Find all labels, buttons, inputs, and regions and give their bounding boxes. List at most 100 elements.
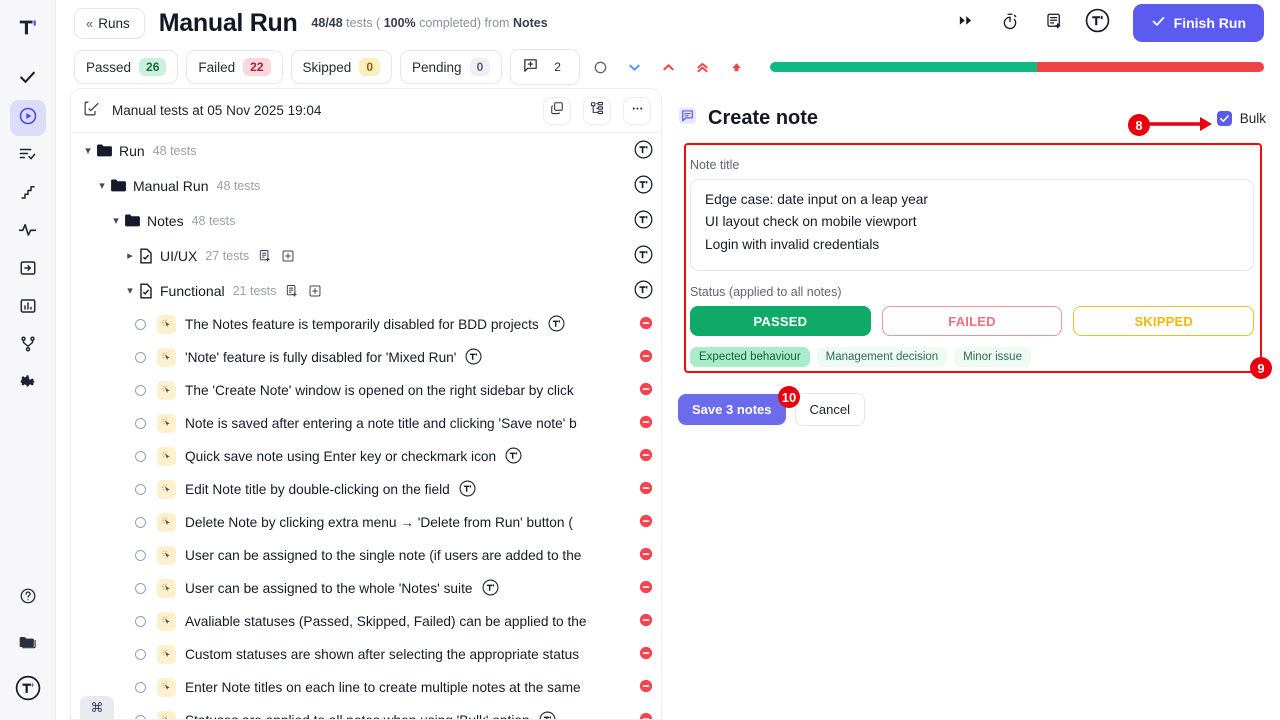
note-title-input[interactable]: Edge case: date input on a leap year UI … (690, 179, 1254, 271)
tree-view-button[interactable] (583, 96, 611, 125)
testomat-badge-icon[interactable] (634, 210, 653, 232)
remove-from-run-icon[interactable] (639, 382, 653, 399)
test-status-radio[interactable] (135, 616, 146, 627)
priority-high-icon[interactable] (690, 54, 716, 80)
sidebar-item-projects[interactable] (10, 626, 46, 662)
test-list-item[interactable]: Custom statuses are shown after selectin… (71, 638, 661, 671)
test-status-radio[interactable] (135, 385, 146, 396)
testomat-logo-icon[interactable] (8, 8, 48, 48)
tree-row-manual-run[interactable]: ▾ Manual Run 48 tests (71, 168, 661, 203)
remove-from-run-icon[interactable] (639, 613, 653, 630)
remove-from-run-icon[interactable] (639, 481, 653, 498)
add-suite-icon[interactable] (281, 249, 295, 263)
testomat-badge-icon[interactable] (465, 348, 482, 368)
bulk-toggle[interactable]: Bulk (1216, 110, 1266, 126)
remove-from-run-icon[interactable] (639, 316, 653, 333)
test-status-radio[interactable] (135, 649, 146, 660)
testomat-badge-icon[interactable] (634, 245, 653, 267)
test-list-item[interactable]: User can be assigned to the whole 'Notes… (71, 572, 661, 605)
tree-row-notes[interactable]: ▾ Notes 48 tests (71, 203, 661, 238)
test-status-radio[interactable] (135, 418, 146, 429)
testomat-badge-icon[interactable] (634, 140, 653, 162)
add-test-case-icon[interactable] (285, 284, 299, 298)
tree-row-run[interactable]: ▾ Run 48 tests (71, 133, 661, 168)
add-test-case-icon[interactable] (258, 249, 272, 263)
sidebar-item-tests[interactable] (10, 62, 46, 98)
status-button-skipped[interactable]: SKIPPED (1073, 306, 1255, 336)
test-list-item[interactable]: Avaliable statuses (Passed, Skipped, Fai… (71, 605, 661, 638)
sidebar-item-plans[interactable] (10, 138, 46, 174)
testomat-badge-icon[interactable] (505, 447, 522, 467)
tree-scroll-area[interactable]: ▾ Run 48 tests ▾ Manual Run 48 tests (71, 133, 661, 719)
testomat-badge-button[interactable] (1083, 8, 1113, 38)
filter-chip-failed[interactable]: Failed 22 (186, 50, 283, 84)
more-options-button[interactable] (623, 96, 651, 125)
chevron-down-icon[interactable]: ▾ (99, 180, 105, 192)
chevron-down-icon[interactable]: ▾ (127, 285, 133, 297)
timer-button[interactable] (995, 8, 1025, 38)
test-list-item[interactable]: Enter Note titles on each line to create… (71, 671, 661, 704)
filter-chip-passed[interactable]: Passed 26 (74, 50, 179, 84)
tag-expected-behaviour[interactable]: Expected behaviour (690, 347, 810, 367)
cancel-button[interactable]: Cancel (794, 393, 865, 426)
test-list-item[interactable]: The Notes feature is temporarily disable… (71, 308, 661, 341)
back-to-runs-button[interactable]: « Runs (74, 7, 145, 39)
status-button-passed[interactable]: PASSED (690, 306, 871, 336)
test-list-item[interactable]: Statuses are applied to all notes when u… (71, 704, 661, 719)
tree-row-functional[interactable]: ▾ Functional 21 tests (71, 273, 661, 308)
test-list-item[interactable]: User can be assigned to the single note … (71, 539, 661, 572)
command-key-badge[interactable]: ⌘ (80, 696, 114, 720)
sidebar-item-reports[interactable] (10, 290, 46, 326)
remove-from-run-icon[interactable] (639, 448, 653, 465)
test-status-radio[interactable] (135, 451, 146, 462)
status-button-failed[interactable]: FAILED (881, 306, 1063, 336)
remove-from-run-icon[interactable] (639, 712, 653, 719)
sidebar-item-runs[interactable] (9, 100, 46, 136)
save-notes-button[interactable]: Save 3 notes (678, 394, 786, 425)
test-list-item[interactable]: Edit Note title by double-clicking on th… (71, 473, 661, 506)
test-status-radio[interactable] (135, 352, 146, 363)
testomat-badge-icon[interactable] (539, 711, 556, 719)
test-status-radio[interactable] (135, 319, 146, 330)
run-next-button[interactable] (951, 8, 981, 38)
filter-chip-skipped[interactable]: Skipped 0 (290, 50, 393, 84)
test-list-item[interactable]: Note is saved after entering a note titl… (71, 407, 661, 440)
sidebar-item-settings[interactable] (10, 366, 46, 402)
test-list-item[interactable]: The 'Create Note' window is opened on th… (71, 374, 661, 407)
remove-from-run-icon[interactable] (639, 646, 653, 663)
test-status-radio[interactable] (135, 715, 146, 719)
tag-management-decision[interactable]: Management decision (816, 347, 948, 367)
tag-minor-issue[interactable]: Minor issue (954, 347, 1031, 367)
avatar[interactable] (10, 672, 46, 708)
testomat-badge-icon[interactable] (459, 480, 476, 500)
remove-from-run-icon[interactable] (639, 415, 653, 432)
filter-chip-notes[interactable]: 2 (510, 49, 580, 85)
remove-from-run-icon[interactable] (639, 514, 653, 531)
remove-from-run-icon[interactable] (639, 547, 653, 564)
remove-from-run-icon[interactable] (639, 679, 653, 696)
sidebar-item-branches[interactable] (10, 328, 46, 364)
priority-critical-icon[interactable] (724, 54, 750, 80)
priority-low-icon[interactable] (622, 54, 648, 80)
testomat-badge-icon[interactable] (634, 280, 653, 302)
testomat-badge-icon[interactable] (634, 175, 653, 197)
add-suite-icon[interactable] (308, 284, 322, 298)
testomat-badge-icon[interactable] (482, 579, 499, 599)
chevron-down-icon[interactable]: ▾ (85, 145, 91, 157)
filter-chip-pending[interactable]: Pending 0 (400, 50, 503, 84)
add-note-button[interactable] (1039, 8, 1069, 38)
chevron-down-icon[interactable]: ▾ (113, 215, 119, 227)
sidebar-item-help[interactable] (10, 580, 46, 616)
chevron-right-icon[interactable]: ▸ (127, 250, 133, 262)
test-status-radio[interactable] (135, 682, 146, 693)
duplicate-run-button[interactable] (543, 96, 571, 125)
priority-medium-icon[interactable] (656, 54, 682, 80)
tree-row-ui-ux[interactable]: ▸ UI/UX 27 tests (71, 238, 661, 273)
test-status-radio[interactable] (135, 484, 146, 495)
remove-from-run-icon[interactable] (639, 580, 653, 597)
test-list-item[interactable]: 'Note' feature is fully disabled for 'Mi… (71, 341, 661, 374)
test-list-item[interactable]: Quick save note using Enter key or check… (71, 440, 661, 473)
test-status-radio[interactable] (135, 550, 146, 561)
test-status-radio[interactable] (135, 517, 146, 528)
sidebar-item-import[interactable] (10, 252, 46, 288)
